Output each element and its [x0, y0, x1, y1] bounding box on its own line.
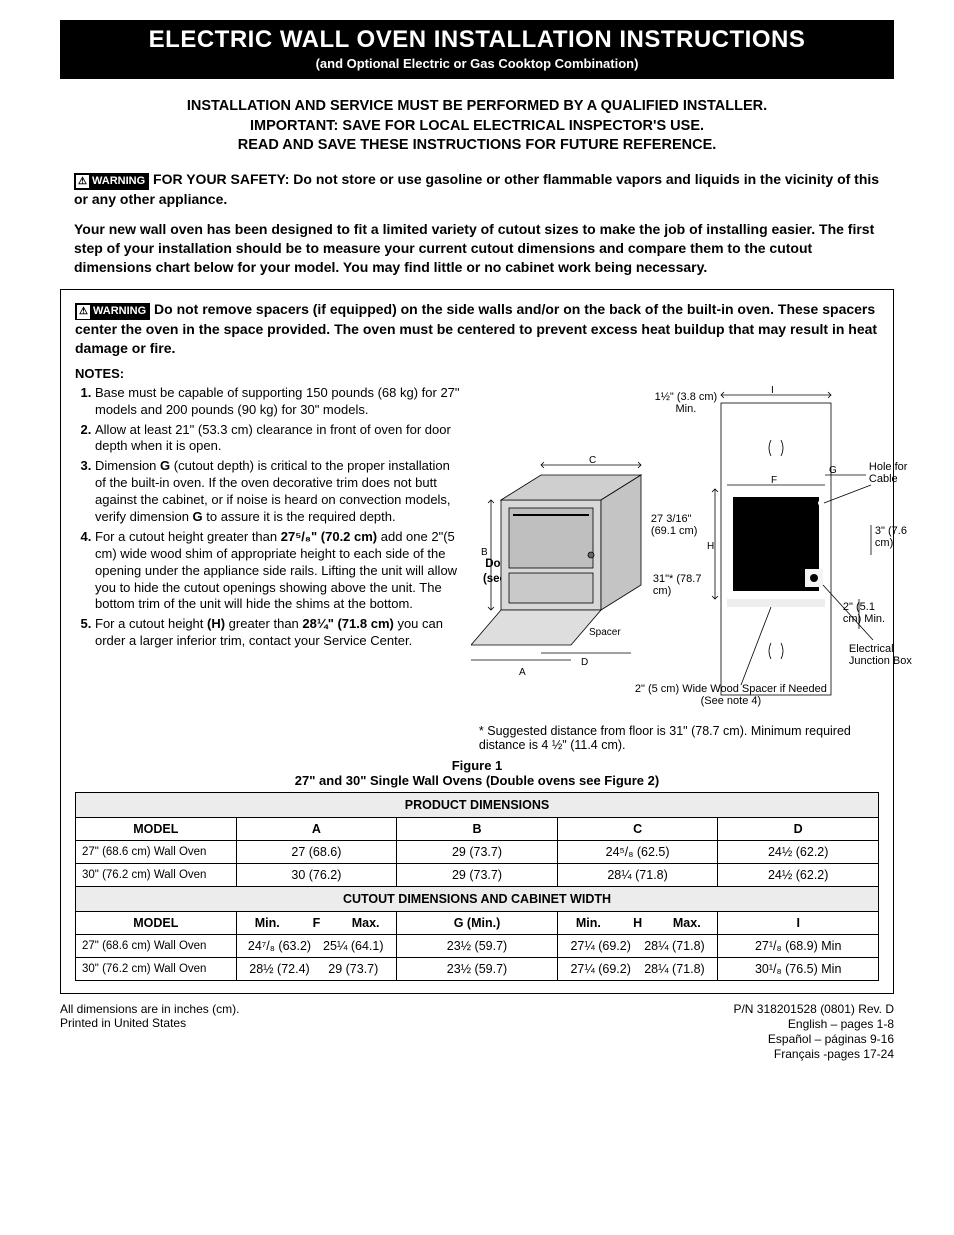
diagram: B C D A Spacer [471, 385, 891, 752]
col-G: G (Min.) [397, 911, 558, 934]
safety-warning: WARNING FOR YOUR SAFETY: Do not store or… [74, 170, 880, 209]
label-A: A [519, 667, 526, 678]
dim-31: 31"* (78.7 cm) [653, 573, 713, 597]
jbox-label: Electrical Junction Box [849, 643, 919, 667]
col-D: D [718, 817, 879, 840]
table-section-1: PRODUCT DIMENSIONS [76, 792, 879, 817]
label-B: B [481, 547, 488, 558]
footer: All dimensions are in inches (cm). Print… [60, 1002, 894, 1062]
dim-2: 2" (5.1 cm) Min. [843, 601, 893, 625]
footer-left: All dimensions are in inches (cm). Print… [60, 1002, 239, 1062]
spacer-warn-text: Do not remove spacers (if equipped) on t… [75, 301, 877, 356]
safety-text-1: FOR YOUR SAFETY: Do not store or use gas… [74, 171, 879, 207]
label-G: G [829, 465, 837, 476]
hole-label: Hole for Cable [869, 461, 919, 485]
table-row: 27" (68.6 cm) Wall Oven 27 (68.6) 29 (73… [76, 840, 879, 863]
figure-caption: Figure 1 27" and 30" Single Wall Ovens (… [75, 758, 879, 788]
col-model: MODEL [76, 817, 237, 840]
col-B: B [397, 817, 558, 840]
notes-box: WARNING Do not remove spacers (if equipp… [60, 289, 894, 994]
dim-27-3-16: 27 3/16" (69.1 cm) [651, 513, 711, 537]
notes-heading: NOTES: [75, 366, 879, 381]
wood-spacer-label: 2" (5 cm) Wide Wood Spacer if Needed (Se… [631, 683, 831, 707]
notes-list: Base must be capable of supporting 150 p… [75, 385, 461, 650]
warning-badge-icon: WARNING [75, 303, 150, 320]
main-title: ELECTRIC WALL OVEN INSTALLATION INSTRUCT… [70, 26, 884, 54]
label-D: D [581, 657, 588, 668]
dim-3: 3" (7.6 cm) [875, 525, 925, 549]
spacer-warning: WARNING Do not remove spacers (if equipp… [75, 300, 879, 358]
note-5: For a cutout height (H) greater than 28¼… [95, 616, 461, 650]
table-row: 30" (76.2 cm) Wall Oven 28½ (72.4)29 (73… [76, 957, 879, 980]
warning-badge-icon: WARNING [74, 173, 149, 190]
col-C: C [557, 817, 718, 840]
label-H: H [707, 541, 714, 552]
intro-line-1: INSTALLATION AND SERVICE MUST BE PERFORM… [74, 97, 880, 117]
label-I: I [771, 385, 774, 396]
intro-line-3: READ AND SAVE THESE INSTRUCTIONS FOR FUT… [74, 136, 880, 156]
subtitle: (and Optional Electric or Gas Cooktop Co… [70, 56, 884, 71]
note-3: Dimension G (cutout depth) is critical t… [95, 458, 461, 526]
intro-block: INSTALLATION AND SERVICE MUST BE PERFORM… [74, 97, 880, 156]
table-row: 30" (76.2 cm) Wall Oven 30 (76.2) 29 (73… [76, 863, 879, 886]
star-note: * Suggested distance from floor is 31" (… [479, 724, 891, 752]
design-para: Your new wall oven has been designed to … [74, 220, 880, 277]
table-section-2: CUTOUT DIMENSIONS AND CABINET WIDTH [76, 886, 879, 911]
dim-1_5: 1½" (3.8 cm) Min. [651, 391, 721, 415]
label-spacer: Spacer [589, 627, 621, 638]
oven-diagram-svg: B C D A Spacer [471, 385, 891, 715]
col-model: MODEL [76, 911, 237, 934]
col-I: I [718, 911, 879, 934]
title-banner: ELECTRIC WALL OVEN INSTALLATION INSTRUCT… [60, 20, 894, 79]
note-1: Base must be capable of supporting 150 p… [95, 385, 461, 419]
dimensions-table: PRODUCT DIMENSIONS MODEL A B C D 27" (68… [75, 792, 879, 981]
note-2: Allow at least 21" (53.3 cm) clearance i… [95, 422, 461, 456]
label-F: F [771, 475, 777, 486]
col-F: Min.FMax. [236, 911, 397, 934]
col-A: A [236, 817, 397, 840]
note-4: For a cutout height greater than 27⁵/₈" … [95, 529, 461, 613]
table-row: 27" (68.6 cm) Wall Oven 24⁷/₈ (63.2)25¼ … [76, 934, 879, 957]
label-C: C [589, 455, 596, 466]
footer-right: P/N 318201528 (0801) Rev. D English – pa… [733, 1002, 894, 1062]
col-H: Min.HMax. [557, 911, 718, 934]
intro-line-2: IMPORTANT: SAVE FOR LOCAL ELECTRICAL INS… [74, 117, 880, 137]
